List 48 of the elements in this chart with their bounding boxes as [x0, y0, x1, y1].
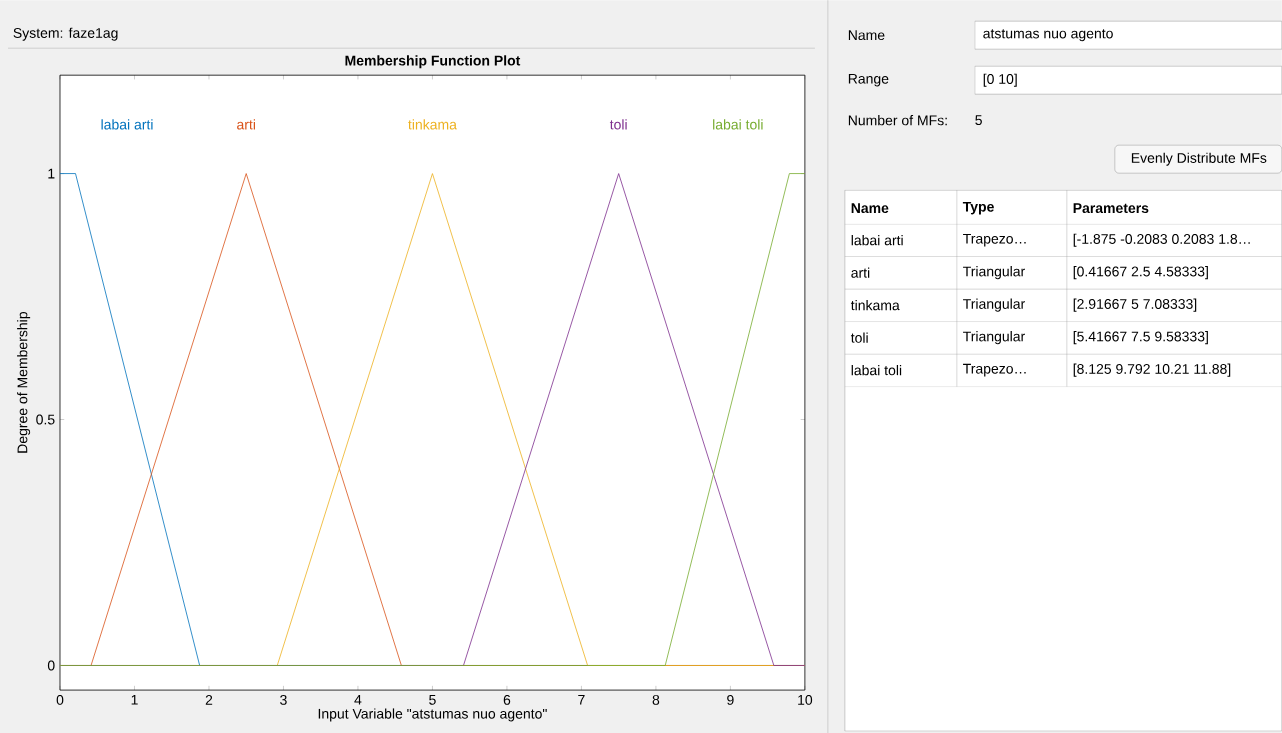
text: Range [848, 73, 889, 87]
text: labai arti [851, 234, 903, 246]
x-tick-label: 9 [727, 694, 734, 705]
text: [0 10] [983, 73, 1017, 87]
text: arti [237, 119, 255, 130]
x-tick-label: 5 [429, 694, 436, 705]
text: 5 [975, 115, 982, 125]
text: [-1.875 -0.2083 0.2083 1.8… [1073, 233, 1250, 247]
x-tick-label: 2 [205, 694, 213, 705]
text: Name [848, 30, 885, 40]
x-tick-label: 6 [503, 694, 511, 705]
text: Evenly Distribute MFs [1131, 152, 1267, 166]
y-axis-title: Degree of Membership [17, 311, 31, 453]
text: Parameters [1073, 203, 1149, 213]
x-tick-label: 4 [354, 694, 362, 705]
text: [8.125 9.792 10.21 11.88] [1073, 363, 1231, 377]
x-tick-label: 7 [578, 694, 585, 705]
text: arti [851, 267, 870, 278]
text: toli [850, 332, 868, 343]
x-axis-title: Input Variable "atstumas nuo agento" [318, 708, 547, 722]
x-tick-label: 8 [652, 694, 660, 705]
y-tick-label: 0.5 [36, 414, 55, 425]
text: Trapezo… [963, 233, 1026, 247]
text: labai toli [851, 364, 902, 376]
text: Triangular [963, 265, 1025, 280]
x-tick-label: 10 [798, 694, 813, 705]
text: Type [962, 201, 994, 215]
text: Triangular [963, 330, 1025, 345]
text: Trapezo… [963, 363, 1026, 377]
text: tinkama [850, 299, 900, 311]
text: atstumas nuo agento [983, 29, 1113, 42]
text: labai toli [713, 119, 763, 130]
text: System: faze1ag [13, 27, 118, 41]
x-tick-label: 1 [131, 694, 138, 705]
y-tick-label: 1 [48, 168, 55, 179]
x-tick-label: 3 [280, 694, 287, 705]
text: tinkama [408, 119, 457, 130]
text: [0.41667 2.5 4.58333] [1073, 265, 1208, 280]
text: toli [609, 119, 627, 130]
x-tick-label: 0 [56, 694, 64, 705]
text: Number of MFs: [848, 114, 947, 126]
text: Name [851, 203, 889, 213]
text: [2.91667 5 7.08333] [1073, 298, 1197, 312]
text: [5.41667 7.5 9.58333] [1073, 330, 1208, 345]
chart-title: Membership Function Plot [345, 55, 521, 69]
text: labai arti [101, 119, 153, 130]
y-tick-label: 0 [47, 660, 55, 671]
text: Triangular [963, 298, 1025, 312]
